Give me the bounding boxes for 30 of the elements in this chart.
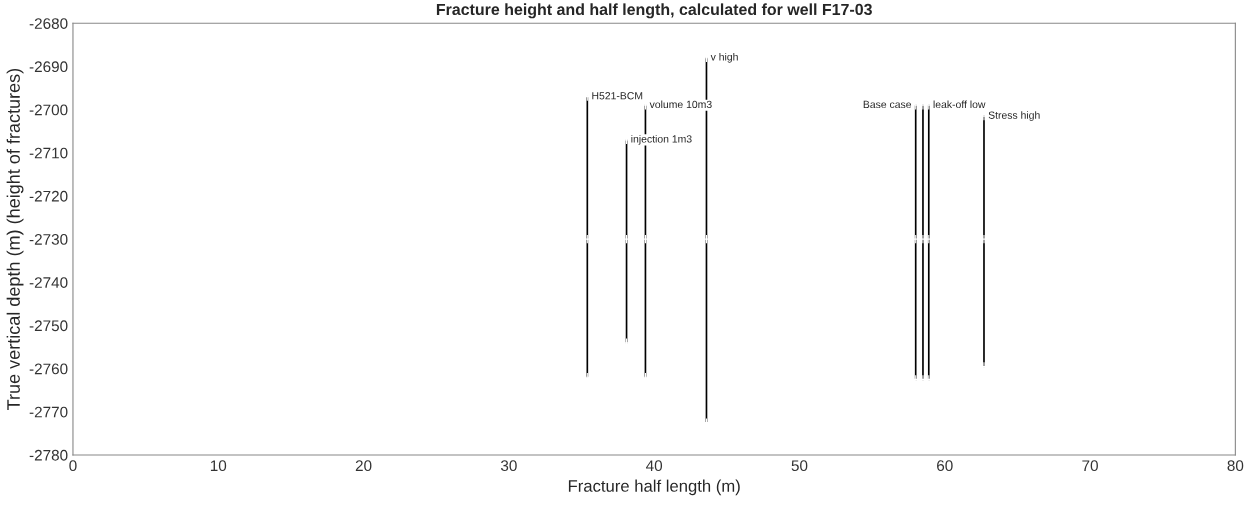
y-tick-label: -2680 [29, 18, 68, 29]
y-tick-label: -2710 [29, 147, 68, 159]
x-axis-title: Fracture half length (m) [568, 479, 740, 496]
x-tick-label: 60 [937, 460, 953, 472]
annotation: Stress high [988, 111, 1040, 121]
annotation: volume 10m3 [649, 100, 712, 109]
y-tick-label: -2740 [29, 277, 68, 288]
annotation: injection 1m3 [631, 134, 692, 145]
y-tick-label: -2780 [29, 449, 68, 461]
x-tick-label: 70 [1082, 460, 1098, 472]
y-tick-label: -2720 [29, 190, 68, 202]
y-tick-label: -2700 [29, 104, 68, 116]
x-tick-label: 30 [500, 460, 517, 472]
x-tick-label: 40 [646, 460, 663, 472]
annotation: leak-off low [933, 100, 986, 109]
y-tick-label: -2760 [29, 363, 68, 375]
y-tick-label: -2750 [29, 320, 68, 332]
y-tick-label: -2690 [29, 61, 68, 73]
y-axis-title: True vertical depth (m) (height of fractures) [6, 68, 24, 410]
x-tick-label: 80 [1227, 460, 1244, 472]
annotation: H521-BCM [592, 92, 643, 100]
y-tick-label: -2730 [29, 233, 68, 245]
chart-title: Fracture height and half length, calculated for well F17-03 [436, 3, 872, 19]
x-tick-label: 0 [69, 460, 77, 472]
x-tick-label: 10 [210, 460, 227, 472]
x-tick-label: 50 [791, 460, 808, 472]
x-tick-label: 20 [355, 460, 372, 472]
annotation: Base case [863, 100, 912, 109]
annotation: v high [710, 52, 738, 63]
y-tick-label: -2770 [29, 406, 68, 418]
